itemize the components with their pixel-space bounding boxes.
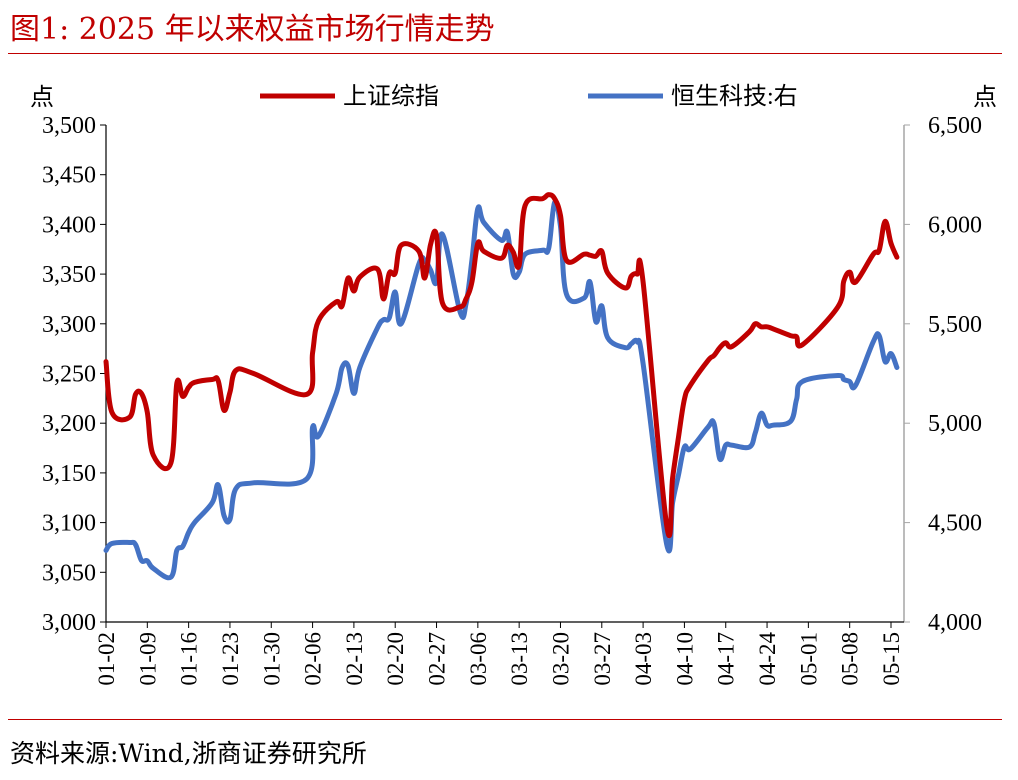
x-tick-label: 03-27: [590, 632, 615, 686]
right-tick-label: 6,500: [928, 113, 982, 139]
right-tick-label: 5,500: [928, 312, 982, 338]
left-tick-label: 3,500: [42, 113, 96, 139]
x-tick-label: 04-03: [631, 632, 656, 686]
left-tick-label: 3,400: [42, 212, 96, 238]
right-axis-unit-text: 点: [973, 84, 997, 111]
series-line-hstech: [103, 199, 900, 581]
series-line-shanghai: [103, 192, 900, 539]
left-axis-unit-label: 点: [30, 84, 54, 111]
x-tick-label: 02-27: [425, 632, 450, 686]
x-tick-label: 04-24: [755, 632, 780, 686]
line-chart: 点 点 上证综指 恒生科技:右 3,500 3,450 3,400 3,350 3,30…: [30, 83, 997, 686]
x-tick-label: 03-20: [548, 632, 573, 686]
x-tick-label: 01-02: [94, 632, 119, 686]
x-tick-label: 02-06: [301, 632, 326, 686]
left-tick-label: 3,200: [42, 411, 96, 437]
right-tick-label: 4,500: [928, 511, 982, 537]
left-tick-label: 3,250: [42, 362, 96, 388]
left-tick-label: 3,300: [42, 312, 96, 338]
right-tick-label: 6,000: [928, 212, 982, 238]
left-tick-label: 3,000: [42, 610, 96, 636]
x-tick-label: 03-13: [507, 632, 532, 686]
right-axis-unit-label: 点: [973, 84, 997, 111]
x-tick-label: 02-13: [342, 632, 367, 686]
left-tick-label: 3,150: [42, 461, 96, 487]
legend: 上证综指 恒生科技:右: [260, 83, 798, 110]
left-tick-label: 3,100: [42, 511, 96, 537]
x-tick-label: 01-09: [135, 632, 160, 686]
source-rule: [8, 719, 1002, 720]
source-note: 资料来源:Wind,浙商证券研究所: [10, 739, 367, 768]
x-tick-label: 03-06: [466, 632, 491, 686]
x-tick-label: 01-30: [259, 632, 284, 686]
legend-label-hstech: 恒生科技:右: [671, 83, 798, 110]
legend-label-shanghai: 上证综指: [343, 83, 439, 110]
left-tick-label: 3,350: [42, 262, 96, 288]
x-tick-label: 04-17: [714, 632, 739, 686]
left-axis-unit-text: 点: [30, 84, 54, 111]
x-tick-label: 05-08: [838, 632, 863, 686]
x-tick-label: 05-01: [796, 632, 821, 686]
title-rule: [8, 53, 1002, 54]
x-tick-label: 05-15: [879, 632, 904, 686]
right-tick-label: 4,000: [928, 610, 982, 636]
left-tick-label: 3,050: [42, 560, 96, 586]
x-tick-label: 01-16: [177, 632, 202, 686]
x-tick-label: 01-23: [218, 632, 243, 686]
right-tick-label: 5,000: [928, 411, 982, 437]
x-tick-label: 04-10: [672, 632, 697, 686]
left-tick-label: 3,450: [42, 163, 96, 189]
x-tick-label: 02-20: [383, 632, 408, 686]
figure-title: 图1: 2025 年以来权益市场行情走势: [10, 12, 495, 47]
